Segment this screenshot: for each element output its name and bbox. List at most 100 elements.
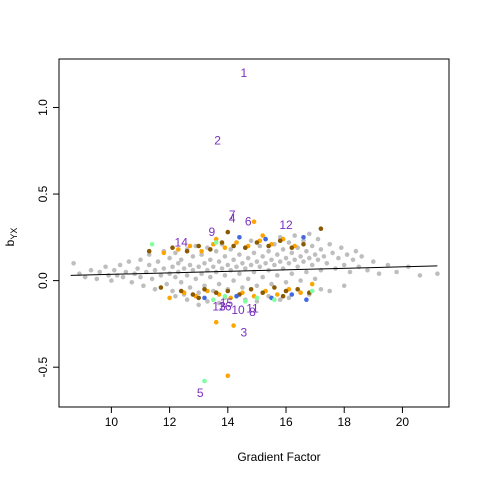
- brown-data-point: [272, 285, 277, 290]
- green-data-point: [272, 297, 277, 303]
- orange-data-point: [187, 243, 193, 249]
- gray-data-point: [304, 269, 309, 275]
- gray-data-point: [161, 266, 167, 271]
- gray-data-point: [216, 281, 222, 287]
- gray-data-point: [417, 273, 423, 278]
- point-label: 5: [197, 386, 204, 400]
- green-data-point: [243, 299, 248, 304]
- gray-data-point: [251, 250, 257, 256]
- point-label: 11: [246, 301, 259, 315]
- orange-data-point: [167, 295, 172, 301]
- gray-data-point: [312, 276, 318, 282]
- gray-data-point: [330, 250, 335, 256]
- gray-data-point: [301, 238, 306, 244]
- gray-data-point: [149, 276, 155, 282]
- green-data-point: [222, 293, 228, 299]
- blue-data-point: [263, 236, 268, 242]
- gray-data-point: [167, 271, 172, 277]
- gray-data-point: [263, 261, 268, 266]
- x-tick-label: 12: [163, 415, 177, 429]
- gray-data-point: [117, 262, 123, 268]
- gray-data-point: [304, 248, 309, 254]
- gray-data-point: [176, 261, 181, 266]
- gray-data-point: [228, 247, 233, 252]
- brown-data-point: [213, 290, 219, 296]
- gray-data-point: [289, 271, 295, 277]
- gray-data-point: [275, 273, 280, 278]
- brown-data-point: [225, 288, 231, 294]
- gray-data-point: [167, 255, 172, 261]
- gray-data-point: [283, 280, 289, 285]
- orange-data-point: [213, 319, 219, 325]
- gray-data-point: [341, 262, 347, 268]
- green-data-point: [213, 240, 219, 245]
- gray-data-point: [327, 242, 333, 247]
- gray-data-point: [208, 257, 213, 263]
- gray-data-point: [315, 257, 321, 263]
- gray-data-point: [184, 297, 190, 303]
- gray-data-point: [266, 248, 271, 254]
- gray-data-point: [190, 267, 196, 273]
- orange-data-point: [309, 281, 315, 287]
- brown-data-point: [243, 245, 248, 250]
- gray-data-point: [350, 257, 356, 263]
- brown-data-point: [196, 243, 201, 249]
- gray-data-point: [243, 266, 248, 271]
- gray-data-point: [155, 259, 161, 264]
- gray-data-point: [190, 254, 196, 259]
- gray-data-point: [339, 245, 344, 250]
- brown-data-point: [146, 248, 152, 254]
- gray-data-point: [196, 290, 201, 296]
- orange-data-point: [225, 373, 231, 379]
- gray-data-point: [327, 288, 333, 294]
- gray-data-point: [307, 231, 312, 237]
- gray-data-point: [394, 269, 399, 275]
- gray-data-point: [272, 262, 277, 268]
- gray-data-point: [318, 287, 324, 292]
- gray-data-point: [193, 276, 199, 282]
- gray-data-point: [213, 248, 219, 254]
- orange-data-point: [298, 290, 303, 296]
- gray-data-point: [173, 274, 178, 280]
- gray-data-point: [248, 238, 254, 244]
- gray-data-point: [286, 240, 292, 245]
- point-label: 4: [229, 211, 236, 225]
- gray-data-point: [205, 299, 210, 304]
- orange-data-point: [251, 219, 257, 224]
- point-label: 6: [245, 215, 252, 229]
- gray-data-point: [152, 287, 158, 292]
- gray-data-point: [277, 297, 283, 303]
- x-axis-label: Gradient Factor: [237, 450, 320, 464]
- gray-data-point: [371, 259, 376, 264]
- gray-data-point: [286, 261, 292, 266]
- points-layer: [71, 219, 440, 384]
- x-tick-label: 10: [105, 415, 119, 429]
- gray-data-point: [260, 274, 266, 280]
- gray-data-point: [129, 280, 135, 285]
- gray-data-point: [257, 264, 263, 270]
- gray-data-point: [336, 255, 341, 261]
- gray-data-point: [385, 262, 391, 268]
- gray-data-point: [208, 274, 213, 280]
- gray-data-point: [286, 295, 292, 301]
- gray-data-point: [109, 278, 114, 283]
- point-label: 14: [175, 236, 189, 250]
- gray-data-point: [237, 252, 242, 257]
- brown-data-point: [231, 243, 236, 249]
- gray-data-point: [199, 252, 204, 257]
- gray-data-point: [202, 283, 207, 289]
- gray-data-point: [94, 276, 100, 282]
- gray-data-point: [123, 269, 129, 275]
- point-label: 15: [220, 296, 234, 310]
- gray-data-point: [135, 266, 140, 271]
- gray-data-point: [103, 264, 108, 270]
- gray-data-point: [152, 267, 158, 273]
- orange-data-point: [222, 245, 228, 250]
- brown-data-point: [301, 242, 306, 247]
- y-axis-label: bYX: [3, 228, 19, 247]
- gray-data-point: [231, 257, 236, 263]
- gray-data-point: [275, 252, 280, 257]
- green-data-point: [254, 295, 260, 301]
- blue-data-point: [304, 297, 309, 303]
- gray-data-point: [298, 278, 303, 283]
